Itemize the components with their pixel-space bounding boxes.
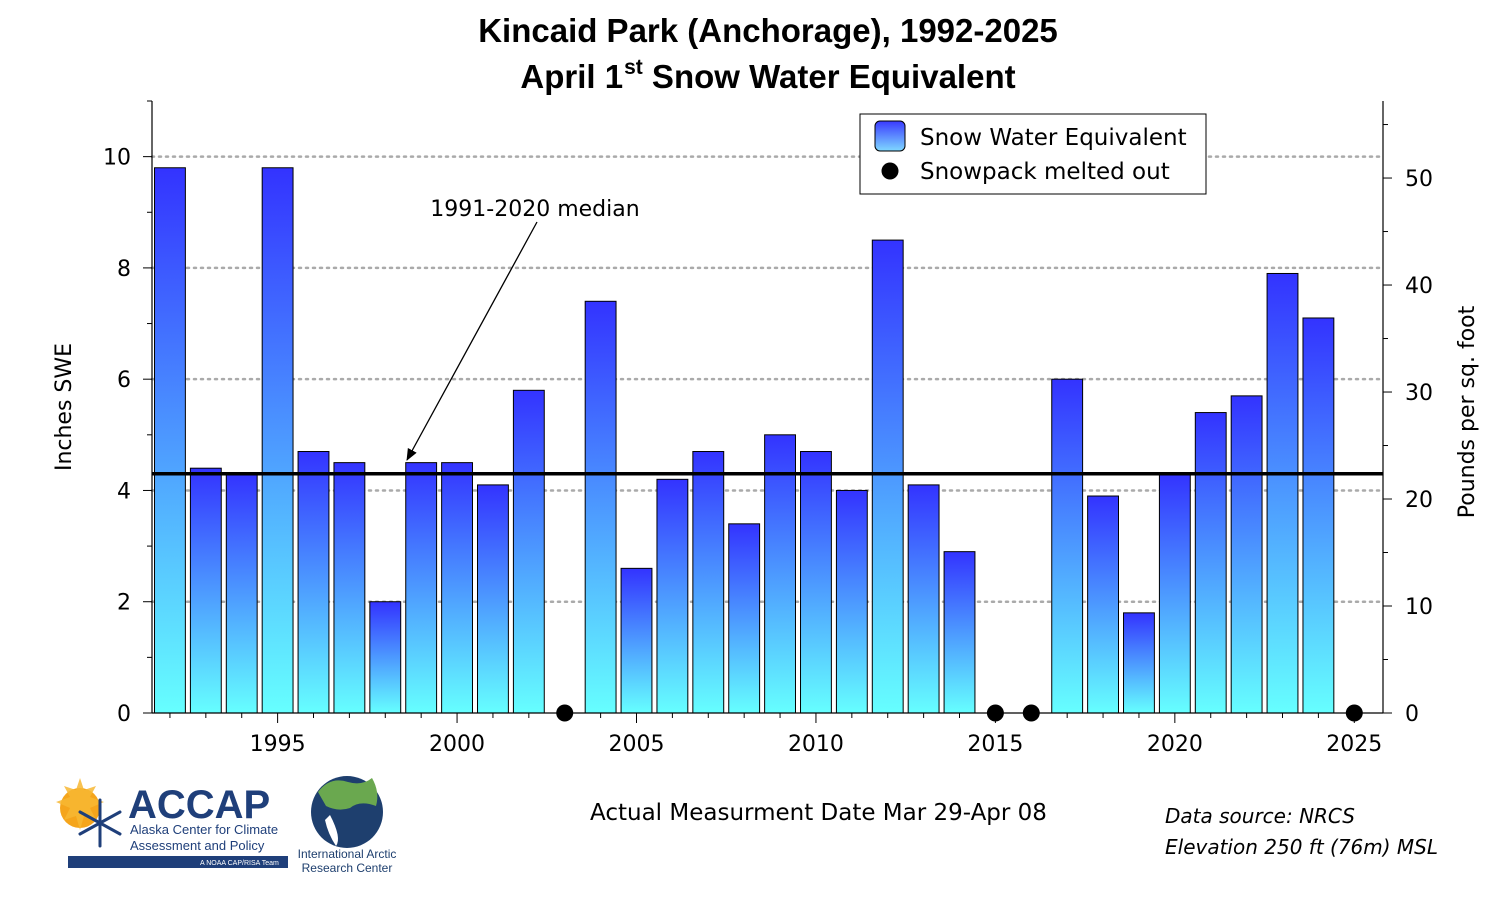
bar-2023 <box>1266 272 1299 714</box>
bar-2001 <box>477 484 509 714</box>
legend-swatch-swe <box>874 120 906 152</box>
accap-tagline: A NOAA CAP/RISA Team <box>200 860 279 867</box>
legend-label-melted: Snowpack melted out <box>920 159 1170 185</box>
globe-ice-icon <box>325 815 338 846</box>
chart-title-line1: Kincaid Park (Anchorage), 1992-2025 <box>478 12 1058 49</box>
y-tick-label: 10 <box>103 146 131 171</box>
bar-2007 <box>692 451 725 714</box>
iarc-line2: Research Center <box>302 861 393 875</box>
accap-line2: Assessment and Policy <box>130 838 265 853</box>
bar-2005 <box>620 567 653 714</box>
bar-2022 <box>1230 395 1263 714</box>
y2-tick-label: 50 <box>1405 167 1433 192</box>
x-tick-label: 2020 <box>1147 732 1203 757</box>
bar-2018 <box>1087 495 1119 714</box>
bar-2017 <box>1051 378 1084 714</box>
bar-1993 <box>189 467 222 714</box>
y-axis-label: Inches SWE <box>52 343 77 471</box>
melted-out-marker-2015 <box>986 704 1004 722</box>
bar-2011 <box>835 489 868 714</box>
accap-name: ACCAP <box>128 783 270 827</box>
legend-label-swe: Snow Water Equivalent <box>920 125 1187 151</box>
melted-out-marker-2025 <box>1345 704 1363 722</box>
y-tick-label: 0 <box>117 702 131 727</box>
snowflake-icon <box>78 798 122 848</box>
bar-2012 <box>871 239 904 714</box>
melted-out-marker-2016 <box>1022 704 1040 722</box>
y-tick-label: 8 <box>117 257 131 282</box>
y2-tick-label: 30 <box>1405 381 1433 406</box>
y-tick-label: 6 <box>117 368 131 393</box>
bar-1997 <box>333 462 366 714</box>
measurement-date-note: Actual Measurment Date Mar 29-Apr 08 <box>590 800 1047 826</box>
bar-2008 <box>728 523 761 714</box>
median-annotation: 1991-2020 median <box>430 197 639 222</box>
legend-box <box>859 113 1207 195</box>
y2-tick-label: 10 <box>1405 595 1433 620</box>
elevation-note: Elevation 250 ft (76m) MSL <box>1165 835 1439 859</box>
x-tick-label: 2025 <box>1326 732 1382 757</box>
x-tick-label: 2000 <box>429 732 485 757</box>
data-source-note: Data source: NRCS <box>1165 804 1355 828</box>
x-tick-label: 2005 <box>609 732 665 757</box>
bar-2021 <box>1194 412 1227 714</box>
bar-1994 <box>225 473 258 714</box>
bar-2006 <box>656 478 689 714</box>
y-tick-label: 4 <box>117 479 131 504</box>
median-arrow <box>406 221 538 461</box>
melted-out-marker-2003 <box>556 704 574 722</box>
y2-tick-label: 40 <box>1405 274 1433 299</box>
bar-1999 <box>405 462 438 714</box>
bar-2024 <box>1302 317 1335 714</box>
axes: 0 2 4 6 8 10 0 10 20 30 40 50 1995 2000 2005 2010 2015 20… <box>103 100 1433 757</box>
x-tick-label: 2015 <box>967 732 1023 757</box>
accap-logo: ACCAP Alaska Center for Climate Assessme… <box>56 778 288 868</box>
accap-line1: Alaska Center for Climate <box>130 822 278 837</box>
chart-title-line2: April 1st Snow Water Equivalent <box>0 56 1500 96</box>
bar-1996 <box>297 451 330 714</box>
iarc-logo: International Arctic Research Center <box>298 776 397 875</box>
y2-tick-label: 0 <box>1405 702 1419 727</box>
y2-tick-label: 20 <box>1405 488 1433 513</box>
bar-2019 <box>1123 612 1155 714</box>
title-line2-pre: April 1 <box>520 58 624 95</box>
title-line2-post: Snow Water Equivalent <box>642 58 1016 95</box>
iarc-line1: International Arctic <box>298 847 397 861</box>
legend: Snow Water Equivalent Snowpack melted out <box>859 113 1207 195</box>
bar-2009 <box>764 434 796 714</box>
bar-2000 <box>441 462 473 714</box>
title-line2-sup: st <box>624 56 643 79</box>
bar-2010 <box>800 451 832 714</box>
accap-banner <box>68 856 288 868</box>
bar-2020 <box>1158 473 1191 714</box>
y-tick-label: 2 <box>117 591 131 616</box>
bar-2013 <box>907 484 940 714</box>
y2-axis-label: Pounds per sq. foot <box>1455 305 1480 518</box>
globe-land-icon <box>318 778 378 810</box>
legend-marker-melted <box>881 162 899 180</box>
bar-2014 <box>943 551 976 714</box>
x-tick-label: 2010 <box>788 732 844 757</box>
bars <box>154 167 1335 714</box>
bar-2004 <box>584 300 617 714</box>
bar-2002 <box>512 389 545 714</box>
bar-1998 <box>369 601 402 714</box>
bar-1992 <box>154 167 186 714</box>
bar-1995 <box>261 167 294 714</box>
x-tick-label: 1995 <box>250 732 306 757</box>
